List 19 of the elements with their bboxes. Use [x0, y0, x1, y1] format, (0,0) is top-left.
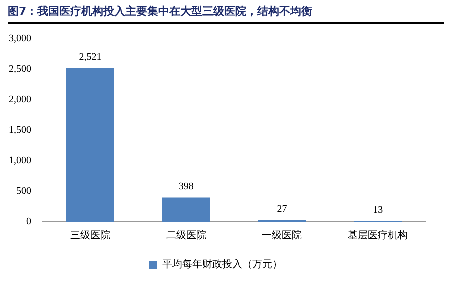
x-tick-label: 一级医院 — [262, 230, 302, 242]
x-tick-label: 基层医疗机构 — [348, 230, 408, 242]
data-label: 27 — [277, 204, 288, 215]
chart-title: 图7：我国医疗机构投入主要集中在大型三级医院，结构不均衡 — [8, 4, 444, 24]
x-tick-label: 二级医院 — [166, 230, 206, 242]
y-tick-label: 2,500 — [9, 64, 32, 76]
x-tick-label: 三级医院 — [70, 230, 110, 242]
data-label: 398 — [178, 181, 194, 192]
y-tick-label: 2,000 — [9, 94, 32, 106]
bar — [162, 198, 210, 222]
y-tick-label: 500 — [16, 186, 32, 198]
bar — [66, 68, 114, 222]
y-tick-label: 1,500 — [9, 125, 32, 136]
y-tick-label: 3,000 — [9, 34, 32, 45]
data-label: 13 — [373, 204, 384, 216]
data-label: 2,521 — [79, 52, 102, 63]
legend-label: 平均每年财政投入（万元） — [162, 258, 282, 271]
y-tick-label: 0 — [26, 216, 32, 228]
y-tick-label: 1,000 — [9, 156, 32, 167]
